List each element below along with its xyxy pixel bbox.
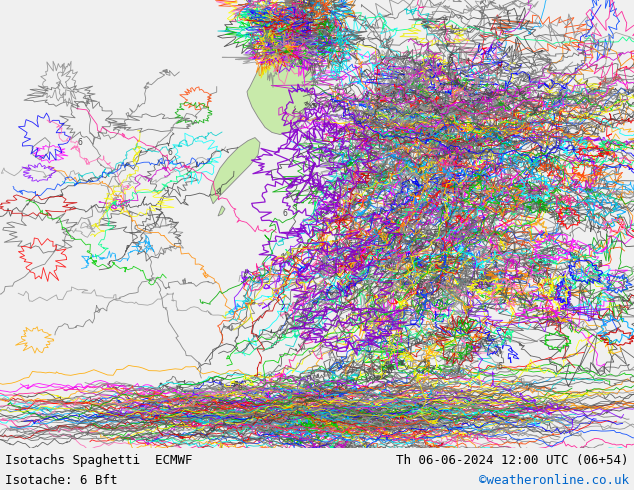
Text: 6: 6: [598, 260, 602, 270]
Polygon shape: [285, 0, 291, 4]
Text: ©weatheronline.co.uk: ©weatheronline.co.uk: [479, 474, 629, 488]
Text: 6: 6: [297, 57, 302, 66]
Text: 6: 6: [307, 143, 313, 152]
Text: Isotachs Spaghetti  ECMWF: Isotachs Spaghetti ECMWF: [5, 454, 193, 466]
Text: Th 06-06-2024 12:00 UTC (06+54): Th 06-06-2024 12:00 UTC (06+54): [396, 454, 629, 466]
Polygon shape: [262, 10, 272, 25]
Text: 6: 6: [238, 383, 242, 392]
Text: 6: 6: [448, 118, 453, 127]
Text: 6: 6: [283, 210, 287, 219]
Polygon shape: [210, 138, 260, 204]
Text: 6: 6: [498, 362, 502, 371]
Text: 6: 6: [337, 128, 342, 137]
Text: 6: 6: [347, 240, 353, 249]
Text: 6: 6: [167, 148, 172, 157]
Polygon shape: [218, 206, 225, 216]
Text: 6: 6: [77, 138, 82, 147]
Text: Isotache: 6 Bft: Isotache: 6 Bft: [5, 474, 117, 488]
Text: 6: 6: [398, 388, 403, 397]
Polygon shape: [275, 9, 281, 14]
Polygon shape: [247, 30, 315, 135]
Text: 6: 6: [368, 352, 372, 361]
Text: 6: 6: [418, 281, 422, 290]
Polygon shape: [282, 5, 288, 10]
Text: 6: 6: [538, 189, 543, 198]
Polygon shape: [289, 2, 295, 7]
